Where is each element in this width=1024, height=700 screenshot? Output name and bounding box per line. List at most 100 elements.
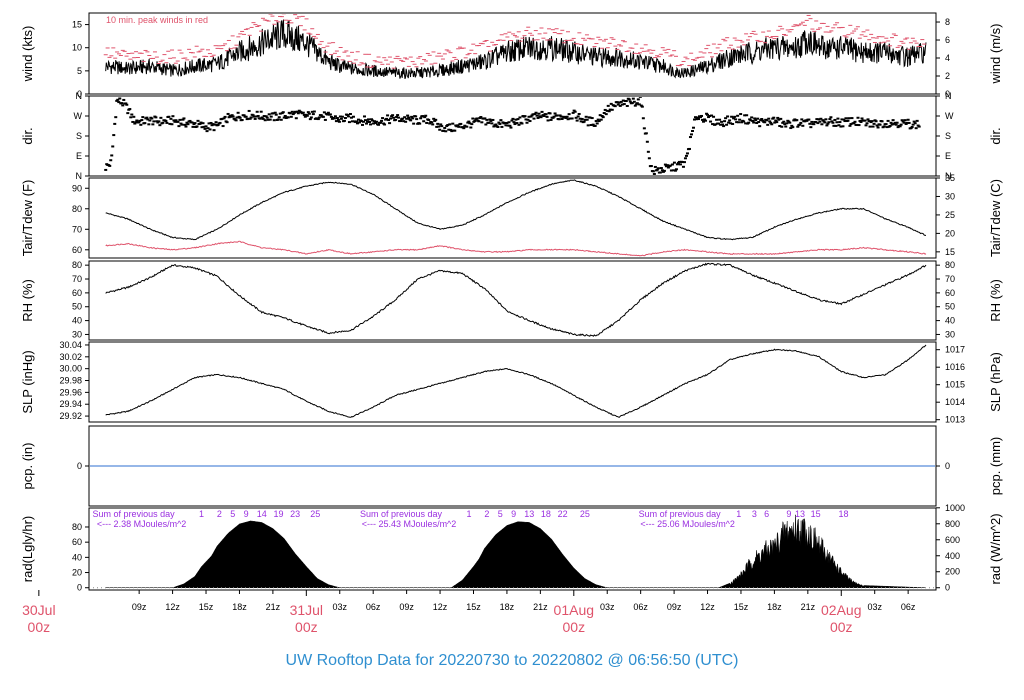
rad-annotation-sum: <--- 2.38 MJoules/m^2 (97, 519, 187, 529)
rad-hour-label: 25 (580, 509, 590, 519)
dir-ytick-right-label: N (945, 91, 952, 101)
dir-point (807, 118, 811, 121)
dir-point (433, 119, 437, 122)
dir-point (212, 129, 216, 132)
dir-point (895, 121, 899, 124)
dir-point (207, 122, 211, 125)
dir-point (504, 124, 508, 127)
dir-point (385, 117, 389, 120)
dir-point (697, 118, 701, 121)
dir-ytick-right-label: W (945, 111, 954, 121)
dir-point (638, 97, 642, 98)
dir-point (157, 120, 161, 123)
dir-point (178, 118, 182, 121)
dir-point (640, 105, 644, 108)
dir-ytick-label: E (76, 151, 82, 161)
dir-point (780, 125, 784, 128)
dir-point (491, 118, 495, 121)
day-date-label: 02Aug (821, 602, 861, 618)
dir-point (743, 114, 747, 117)
dir-point (601, 116, 605, 119)
dir-point (402, 120, 406, 123)
dir-point (274, 113, 278, 116)
dir-point (509, 126, 513, 129)
dir-point (407, 116, 411, 119)
dir-point (520, 122, 524, 125)
dir-point (817, 118, 821, 121)
dir-point (537, 112, 541, 115)
dir-point (279, 118, 283, 121)
dir-point (205, 130, 209, 133)
dir-point (252, 115, 256, 118)
dir-point (796, 125, 800, 128)
dir-point (619, 100, 623, 103)
dir-point (529, 115, 533, 118)
dir-point (876, 126, 880, 129)
rh-ytick-right-label: 80 (945, 260, 955, 270)
dir-point (820, 123, 824, 126)
dir-point (867, 120, 871, 123)
dir-point (391, 114, 395, 117)
rh-ytick-right-label: 70 (945, 274, 955, 284)
dir-point (737, 121, 741, 124)
dir-point (383, 123, 387, 126)
rh-ytick-label: 40 (72, 316, 82, 326)
dir-point (177, 125, 181, 128)
dir-point (196, 119, 200, 122)
dir-point (765, 119, 769, 122)
dir-point (548, 112, 552, 115)
rad-ytick-label: 40 (72, 552, 82, 562)
dir-point (882, 125, 886, 128)
time-tick-label: 06z (366, 602, 381, 612)
dir-point (795, 119, 799, 122)
dir-point (183, 123, 187, 126)
slp-ytick-label: 29.94 (59, 399, 82, 409)
dir-point (462, 127, 466, 130)
rad-ytick-right-label: 0 (945, 583, 950, 593)
dir-point (591, 123, 595, 126)
dir-point (856, 116, 860, 119)
dir-point (517, 123, 521, 126)
dir-point (680, 161, 684, 164)
dir-point (784, 125, 788, 128)
rad-hour-label: 19 (273, 509, 283, 519)
slp-ytick-label: 29.92 (59, 411, 82, 421)
dir-point (651, 170, 655, 173)
dir-point (583, 118, 587, 121)
dir-point (710, 114, 714, 117)
temp-ylabel: Tair/Tdew (F) (20, 180, 35, 257)
dir-point (586, 124, 590, 127)
dir-point (810, 120, 814, 123)
slp-ytick-label: 29.98 (59, 376, 82, 386)
dir-point (898, 125, 902, 128)
dir-point (552, 115, 556, 118)
dir-point (158, 124, 162, 127)
rh-ytick-right-label: 60 (945, 288, 955, 298)
dir-point (190, 121, 194, 124)
dir-point (483, 117, 487, 120)
dir-point (238, 116, 242, 119)
dir-point (258, 117, 262, 120)
dir-point (849, 123, 853, 126)
dir-point (434, 118, 438, 121)
dir-point (414, 115, 418, 118)
dir-point (471, 117, 475, 120)
slp-ytick-label: 30.00 (59, 364, 82, 374)
rad-ytick-right-label: 200 (945, 567, 960, 577)
dir-point (230, 114, 234, 117)
dir-point (904, 122, 908, 125)
dir-point (560, 117, 564, 120)
dir-point (256, 114, 260, 117)
dir-point (609, 102, 613, 105)
dir-point (288, 112, 292, 115)
wind-ytick-right-label: 6 (945, 35, 950, 45)
dir-point (757, 120, 761, 123)
dir-point (530, 114, 534, 117)
time-tick-label: 09z (667, 602, 682, 612)
dir-point (850, 117, 854, 120)
dir-point (896, 126, 900, 129)
dir-point (404, 120, 408, 123)
dir-point (668, 164, 672, 167)
dir-point (128, 108, 132, 111)
dir-point (705, 112, 709, 115)
